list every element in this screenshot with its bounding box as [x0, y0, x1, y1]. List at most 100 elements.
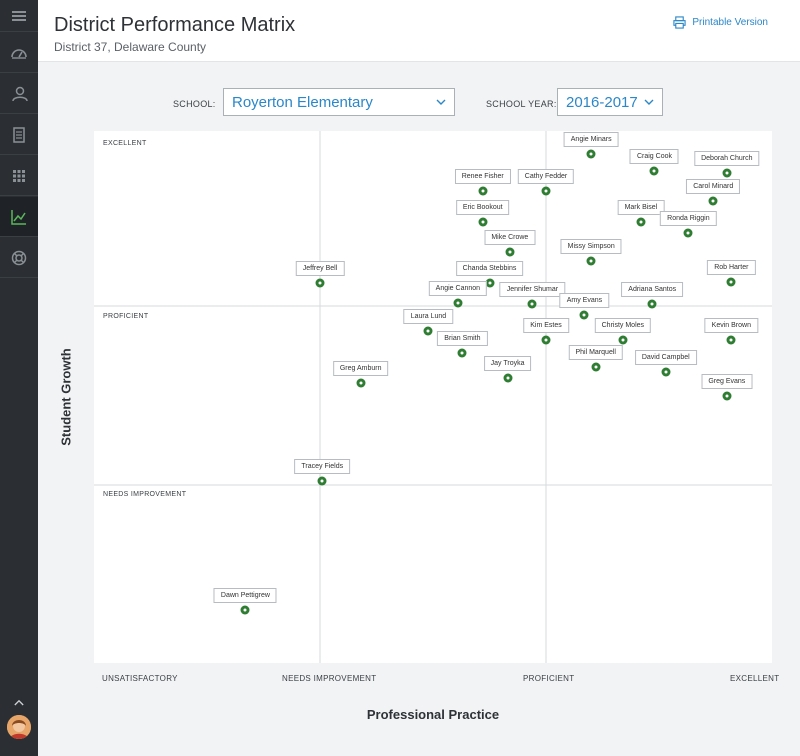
x-tick-label: NEEDS IMPROVEMENT: [282, 674, 377, 683]
y-axis-title: Student Growth: [58, 348, 74, 446]
data-point[interactable]: [317, 476, 327, 486]
users-icon: [12, 86, 28, 101]
point-label[interactable]: Dawn Pettigrew: [213, 587, 277, 603]
data-point[interactable]: [586, 256, 596, 265]
data-point[interactable]: [586, 149, 596, 159]
point-label[interactable]: Rob Harter: [707, 259, 756, 275]
data-point[interactable]: [636, 217, 646, 227]
data-point[interactable]: [240, 605, 250, 615]
point-label[interactable]: Amy Evans: [559, 292, 610, 308]
point-label[interactable]: Eric Bookout: [455, 200, 510, 215]
data-point[interactable]: [505, 247, 515, 257]
point-label[interactable]: Kevin Brown: [704, 318, 758, 333]
page-header: District Performance Matrix District 37,…: [38, 0, 800, 62]
data-point[interactable]: [649, 166, 659, 176]
school-label: SCHOOL:: [173, 99, 216, 109]
point-label[interactable]: Deborah Church: [694, 151, 760, 166]
data-point[interactable]: [726, 277, 736, 286]
school-select[interactable]: Royerton Elementary: [223, 88, 455, 116]
school-year-select[interactable]: 2016-2017: [557, 88, 663, 116]
y-band-label: PROFICIENT: [103, 313, 149, 320]
x-tick-label: PROFICIENT: [523, 674, 575, 683]
performance-matrix-chart: EXCELLENT PROFICIENT NEEDS IMPROVEMENT A…: [94, 131, 772, 663]
school-year-label: SCHOOL YEAR:: [486, 99, 557, 109]
point-label[interactable]: Adriana Santos: [621, 282, 684, 298]
lifebuoy-icon: [11, 250, 27, 265]
point-label[interactable]: Mike Crowe: [484, 229, 536, 245]
hamburger-menu-icon: [12, 10, 26, 21]
y-band-label: NEEDS IMPROVEMENT: [103, 491, 187, 498]
data-point[interactable]: [647, 299, 657, 309]
point-label[interactable]: Brian Smith: [437, 330, 488, 346]
x-tick-label: UNSATISFACTORY: [102, 674, 178, 683]
point-label[interactable]: Jay Troyka: [483, 355, 532, 371]
point-label[interactable]: Angie Minars: [563, 131, 619, 147]
data-point[interactable]: [527, 299, 537, 309]
printer-icon: [673, 16, 687, 29]
point-label[interactable]: Christy Moles: [594, 318, 652, 333]
point-label[interactable]: Kim Estes: [523, 318, 569, 333]
point-label[interactable]: Ronda Riggin: [660, 210, 717, 226]
page-title: District Performance Matrix: [54, 14, 296, 36]
sidebar-item-users[interactable]: [0, 74, 38, 114]
sidebar-item-support[interactable]: [0, 238, 38, 278]
data-point[interactable]: [683, 228, 693, 237]
point-label[interactable]: Jennifer Shumar: [499, 282, 566, 298]
data-point[interactable]: [457, 348, 467, 358]
point-label[interactable]: Greg Evans: [701, 373, 753, 389]
point-label[interactable]: Jeffrey Bell: [295, 261, 345, 277]
data-point[interactable]: [579, 310, 589, 320]
point-label[interactable]: Chanda Stebbins: [455, 261, 524, 277]
line-chart-icon: [11, 209, 26, 225]
documents-icon: [13, 126, 25, 143]
data-point[interactable]: [618, 335, 628, 345]
data-point[interactable]: [541, 335, 551, 345]
point-label[interactable]: Carol Minard: [686, 179, 741, 194]
sidebar-item-grid[interactable]: [0, 156, 38, 196]
sidebar-item-charts[interactable]: [0, 197, 38, 237]
data-point[interactable]: [315, 278, 325, 288]
data-point[interactable]: [478, 186, 488, 195]
point-label[interactable]: Tracey Fields: [294, 459, 351, 475]
data-point[interactable]: [722, 168, 732, 178]
point-label[interactable]: Craig Cook: [629, 149, 679, 165]
sidebar-collapse-button[interactable]: [0, 692, 38, 712]
x-axis-title: Professional Practice: [366, 707, 500, 722]
data-point[interactable]: [722, 391, 732, 400]
point-label[interactable]: Missy Simpson: [560, 238, 622, 254]
sidebar-item-dashboard[interactable]: [0, 33, 38, 73]
data-point[interactable]: [356, 378, 366, 388]
avatar-icon: [7, 715, 31, 739]
chevron-up-icon: [14, 699, 24, 705]
data-point[interactable]: [661, 367, 671, 377]
chevron-down-icon: [436, 99, 446, 105]
point-label[interactable]: Cathy Fedder: [517, 168, 575, 184]
school-year-select-value: 2016-2017: [566, 93, 638, 111]
point-label[interactable]: Laura Lund: [403, 309, 454, 325]
data-point[interactable]: [591, 362, 601, 372]
point-label[interactable]: Angie Cannon: [428, 280, 488, 296]
data-point[interactable]: [453, 298, 463, 307]
x-tick-label: EXCELLENT: [730, 674, 780, 683]
data-point[interactable]: [708, 196, 718, 206]
data-point[interactable]: [503, 373, 513, 383]
data-point[interactable]: [726, 335, 736, 345]
dashboard-gauge-icon: [11, 48, 27, 59]
data-point[interactable]: [541, 186, 551, 195]
sidebar-menu-toggle[interactable]: [0, 0, 38, 32]
y-band-label: EXCELLENT: [103, 140, 147, 147]
printable-version-label: Printable Version: [692, 17, 768, 28]
school-select-value: Royerton Elementary: [232, 93, 373, 111]
point-label[interactable]: Greg Amburn: [332, 360, 389, 376]
sidebar-item-documents[interactable]: [0, 115, 38, 155]
grid-icon: [13, 169, 25, 182]
printable-version-link[interactable]: Printable Version: [673, 16, 768, 29]
data-point[interactable]: [485, 278, 494, 288]
data-point[interactable]: [423, 326, 433, 336]
point-label[interactable]: Phil Marquell: [568, 344, 623, 360]
data-point[interactable]: [478, 217, 488, 227]
user-avatar[interactable]: [7, 715, 31, 739]
point-label[interactable]: Renee Fisher: [454, 168, 511, 184]
point-label[interactable]: Mark Bisel: [617, 200, 665, 215]
point-label[interactable]: David Campbel: [634, 350, 697, 366]
